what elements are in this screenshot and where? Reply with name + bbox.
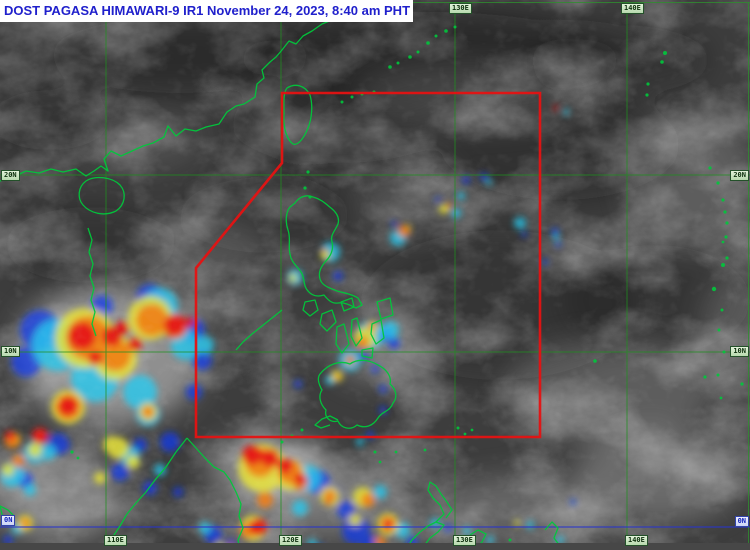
- lon-label-130e-top: 130E: [449, 3, 472, 14]
- lon-label-120e-bottom: 120E: [279, 535, 302, 546]
- island-dots-layer: [70, 25, 744, 542]
- bottom-strip: [0, 543, 750, 550]
- lat-label-10n-left: 10N: [1, 346, 20, 357]
- lon-label-110e-bottom: 110E: [104, 535, 127, 546]
- lon-label-140e-top: 140E: [621, 3, 644, 14]
- lat-label-20n-right: 20N: [730, 170, 749, 181]
- equator-label-right: 0N: [734, 516, 749, 527]
- title-bar: DOST PAGASA HIMAWARI-9 IR1 November 24, …: [0, 0, 413, 22]
- par-boundary: [194, 91, 542, 439]
- lon-label-130e-bottom: 130E: [453, 535, 476, 546]
- lat-label-10n-right: 10N: [730, 346, 749, 357]
- title-text: DOST PAGASA HIMAWARI-9 IR1 November 24, …: [4, 3, 411, 18]
- equator-label-left: 0N: [1, 515, 16, 526]
- lon-label-140e-bottom: 140E: [625, 535, 648, 546]
- lat-label-20n-left: 20N: [1, 170, 20, 181]
